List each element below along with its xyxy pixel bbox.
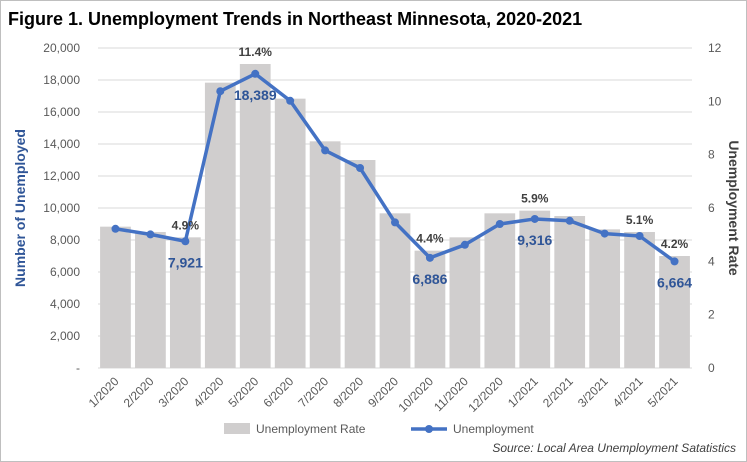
unemployed-point xyxy=(356,164,365,172)
rate-data-label: 11.4% xyxy=(239,45,273,59)
y-tick-label: 6,000 xyxy=(50,265,80,279)
y2-tick-label: 8 xyxy=(708,148,715,162)
unemployed-point xyxy=(286,96,295,105)
unemployed-point xyxy=(251,69,260,78)
rate-bar xyxy=(100,226,131,368)
y-tick-label: 4,000 xyxy=(50,297,80,311)
rate-bar xyxy=(414,250,446,368)
y-tick-label: 14,000 xyxy=(43,137,80,151)
rate-bar xyxy=(519,210,551,368)
y2-tick-label: 2 xyxy=(708,308,715,322)
rate-bars xyxy=(100,64,690,369)
y2-tick-label: 6 xyxy=(708,201,715,215)
rate-bar xyxy=(659,256,690,368)
unemployed-data-label: 7,921 xyxy=(168,254,203,270)
y2-tick-label: 0 xyxy=(708,361,715,375)
unemployed-point xyxy=(635,232,644,240)
rate-data-label: 5.1% xyxy=(626,213,654,227)
x-tick-label: 4/2020 xyxy=(191,374,227,410)
legend-swatch-rate xyxy=(224,423,250,434)
rate-bar xyxy=(589,229,621,368)
legend: Unemployment Rate Unemployment xyxy=(224,422,534,436)
rate-bar xyxy=(484,213,516,368)
unemployed-point xyxy=(460,240,469,249)
rate-bar xyxy=(624,232,655,368)
unemployed-point xyxy=(600,229,609,238)
rate-bar xyxy=(449,237,481,368)
unemployed-point xyxy=(530,214,539,223)
unemployed-point xyxy=(391,218,399,227)
rate-data-label: 4.4% xyxy=(416,232,444,246)
unemployed-point xyxy=(565,216,574,225)
chart-title: Figure 1. Unemployment Trends in Northea… xyxy=(8,9,583,29)
x-tick-label: 10/2020 xyxy=(395,374,436,415)
rate-bar xyxy=(379,213,411,368)
rate-bar xyxy=(135,232,166,368)
rate-bar xyxy=(344,160,376,368)
y-tick-label: 8,000 xyxy=(50,233,80,247)
unemployed-point xyxy=(321,146,330,155)
y-tick-label: 20,000 xyxy=(43,41,80,55)
rate-bar xyxy=(309,141,341,368)
y2-tick-label: 10 xyxy=(708,94,722,108)
rate-bar xyxy=(239,64,271,368)
y-tick-label: 16,000 xyxy=(43,105,80,119)
y-tick-label: 10,000 xyxy=(43,201,80,215)
y2-tick-label: 4 xyxy=(708,254,715,268)
unemployed-point xyxy=(146,230,155,239)
x-tick-label: 2/2021 xyxy=(540,374,576,410)
rate-data-label: 4.9% xyxy=(172,218,200,232)
legend-marker-unemployed xyxy=(425,425,433,433)
rate-bar xyxy=(274,98,306,369)
y-tick-label: 12,000 xyxy=(43,169,80,183)
x-tick-label: 6/2020 xyxy=(260,374,296,410)
y-tick-label: - xyxy=(76,361,80,375)
unemployed-point xyxy=(181,237,190,246)
unemployed-data-label: 6,886 xyxy=(412,271,447,287)
x-tick-label: 5/2020 xyxy=(226,374,262,410)
y2-axis-title: Unemployment Rate xyxy=(726,140,742,276)
x-tick-label: 4/2021 xyxy=(610,374,646,410)
x-tick-label: 1/2020 xyxy=(86,374,122,410)
x-tick-label: 7/2020 xyxy=(295,374,331,410)
unemployed-data-label: 6,664 xyxy=(657,274,692,290)
x-tick-label: 3/2021 xyxy=(575,374,611,410)
y2-tick-label: 12 xyxy=(708,41,722,55)
legend-label-unemployed: Unemployment xyxy=(453,422,534,436)
unemployed-point xyxy=(670,257,679,266)
x-tick-label: 11/2020 xyxy=(431,374,471,414)
unemployed-point xyxy=(111,224,120,233)
y-tick-label: 2,000 xyxy=(50,329,80,343)
x-tick-label: 5/2021 xyxy=(645,374,681,410)
y-axis-title: Number of Unemployed xyxy=(12,129,28,287)
x-tick-label: 3/2020 xyxy=(156,374,192,410)
rate-data-label: 5.9% xyxy=(521,192,549,206)
unemployed-point xyxy=(495,220,504,228)
source-note: Source: Local Area Unemployment Satatist… xyxy=(492,441,736,455)
rate-bar xyxy=(554,216,586,368)
x-tick-label: 2/2020 xyxy=(121,374,157,410)
x-tick-label: 1/2021 xyxy=(505,374,541,410)
unemployed-line xyxy=(111,69,679,266)
legend-label-rate: Unemployment Rate xyxy=(256,422,366,436)
rate-bar xyxy=(169,237,201,368)
x-tick-label: 8/2020 xyxy=(330,374,366,410)
data-labels: 4.9% 11.4% 4.4% 5.9% 5.1% 4.2% 7,921 18,389 6,88… xyxy=(168,45,692,290)
unemployed-data-label: 18,389 xyxy=(234,87,277,103)
rate-data-label: 4.2% xyxy=(661,237,689,251)
rate-bar xyxy=(204,82,236,369)
unemployed-data-label: 9,316 xyxy=(517,232,552,248)
unemployed-point xyxy=(216,87,225,96)
x-tick-label: 12/2020 xyxy=(465,374,506,415)
y-tick-label: 18,000 xyxy=(43,73,80,87)
unemployed-point xyxy=(425,253,434,262)
